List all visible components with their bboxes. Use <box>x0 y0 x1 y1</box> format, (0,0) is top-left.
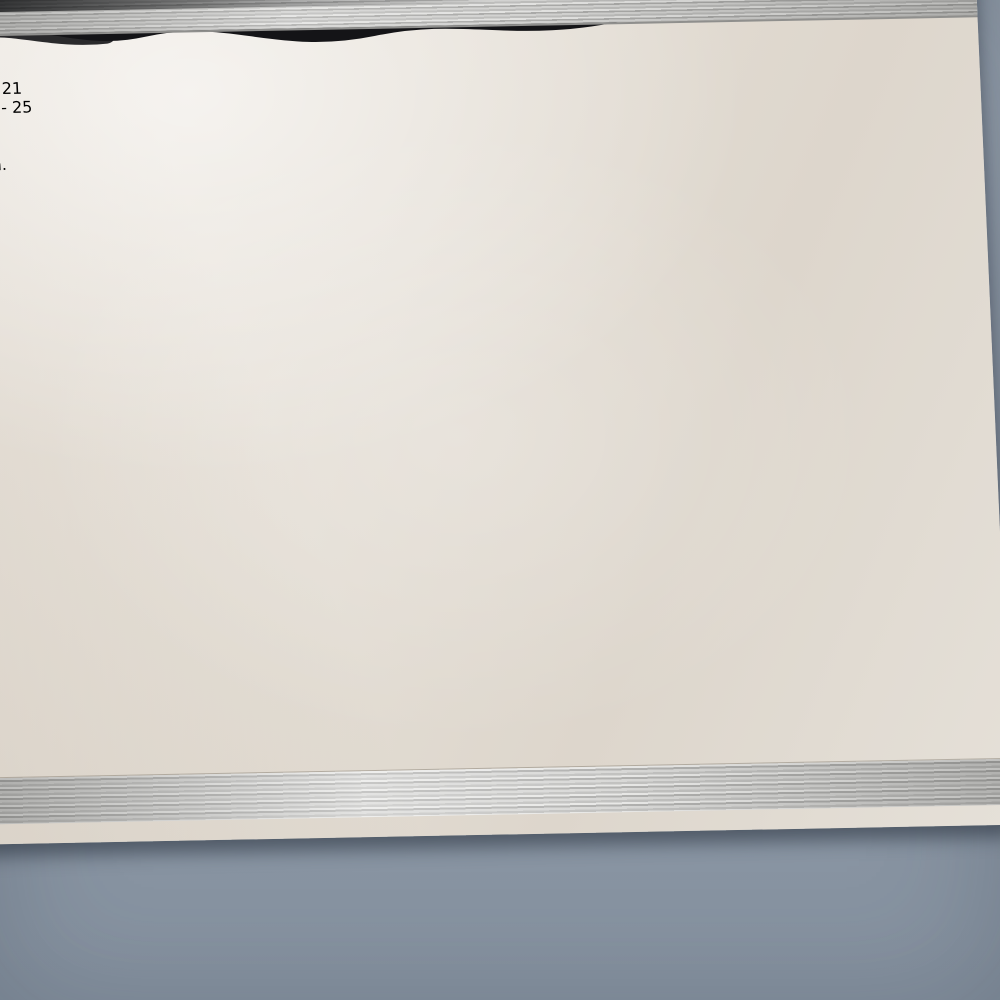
frame-bottom-rail <box>0 757 1000 845</box>
whiteboard: Measurements Chest - 21 Length - 25 Wais… <box>0 0 1000 845</box>
top-rail-shadow <box>0 0 499 14</box>
